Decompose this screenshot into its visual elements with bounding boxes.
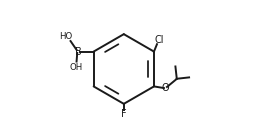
Text: OH: OH [69, 63, 83, 71]
Text: Cl: Cl [155, 35, 164, 45]
Text: B: B [74, 47, 81, 57]
Text: HO: HO [60, 32, 73, 41]
Text: F: F [121, 109, 127, 119]
Text: O: O [162, 83, 169, 93]
